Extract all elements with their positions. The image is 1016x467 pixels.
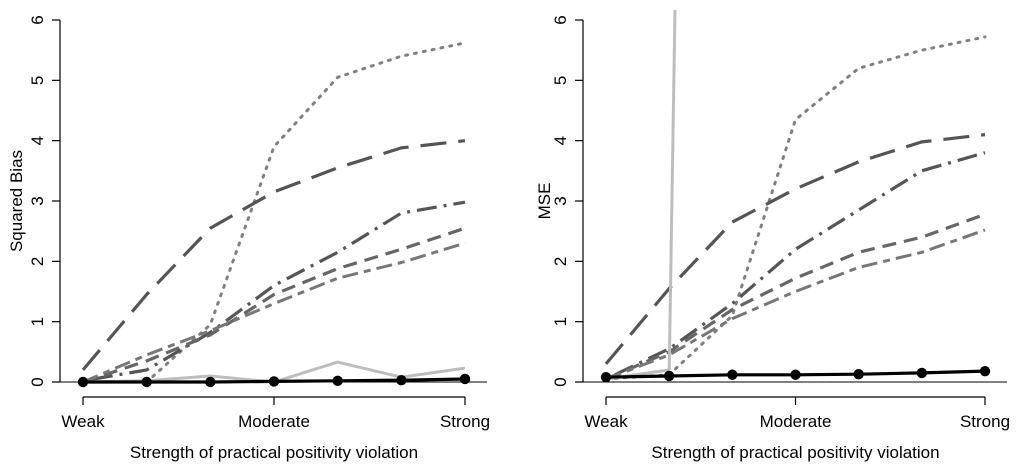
data-point <box>727 369 738 380</box>
y-axis-title: Squared Bias <box>7 150 26 252</box>
y-tick-label: 3 <box>28 196 47 205</box>
y-tick-label: 5 <box>28 76 47 85</box>
x-tick-label: Moderate <box>760 412 832 431</box>
y-tick-label: 0 <box>551 377 570 386</box>
data-point <box>141 376 152 388</box>
x-axis: Weak Moderate Strong <box>61 396 490 431</box>
series-line-dotted <box>604 35 987 381</box>
series-line-dashed <box>82 226 466 384</box>
data-point <box>459 373 471 385</box>
y-tick-label: 0 <box>28 377 47 386</box>
y-tick-label: 6 <box>551 15 570 24</box>
series-line-dotdash <box>82 200 466 383</box>
y-tick-label: 4 <box>28 136 47 145</box>
y-axis: 0 1 2 3 4 5 6 <box>28 15 61 387</box>
data-point <box>916 367 928 379</box>
data-point <box>332 375 343 386</box>
x-axis: Weak Moderate Strong <box>584 396 1010 431</box>
x-tick-label: Moderate <box>238 412 310 431</box>
x-tick-label: Weak <box>61 412 105 431</box>
y-tick-label: 2 <box>28 257 47 266</box>
series-line-solid <box>605 10 677 381</box>
data-point <box>268 376 280 387</box>
y-axis-title: MSE <box>535 183 554 220</box>
series-line-twodash <box>605 228 986 381</box>
y-tick-label: 6 <box>28 15 47 24</box>
y-tick-label: 1 <box>551 317 570 326</box>
data-point <box>790 369 801 380</box>
y-tick-label: 3 <box>551 196 570 205</box>
series-line-longdash <box>81 139 466 371</box>
x-tick-label: Strong <box>440 412 490 431</box>
data-point <box>979 365 991 377</box>
x-tick-label: Strong <box>960 412 1010 431</box>
mse-panel: 0 1 2 3 4 5 6 Weak Moderate Strong Strength of pra… <box>535 10 1010 462</box>
data-point <box>396 374 407 386</box>
plot-area <box>600 10 991 383</box>
y-tick-label: 1 <box>28 317 47 326</box>
data-point <box>205 376 216 388</box>
data-point <box>663 370 675 382</box>
data-point <box>853 368 864 380</box>
y-tick-label: 4 <box>551 136 570 145</box>
series-line-twodash <box>82 241 466 384</box>
data-point <box>600 371 612 383</box>
series-line-dotdash <box>605 151 986 381</box>
x-axis-title: Strength of practical positivity violati… <box>651 443 939 462</box>
plot-area <box>77 41 471 388</box>
data-point <box>77 376 89 388</box>
squared-bias-panel: 0 1 2 3 4 5 6 Weak Moderate Strong Strength of pra… <box>7 15 490 462</box>
y-tick-label: 2 <box>551 257 570 266</box>
x-axis-title: Strength of practical positivity violati… <box>130 443 418 462</box>
y-axis: 0 1 2 3 4 5 6 <box>551 15 584 387</box>
y-tick-label: 5 <box>551 76 570 85</box>
x-tick-label: Weak <box>584 412 628 431</box>
